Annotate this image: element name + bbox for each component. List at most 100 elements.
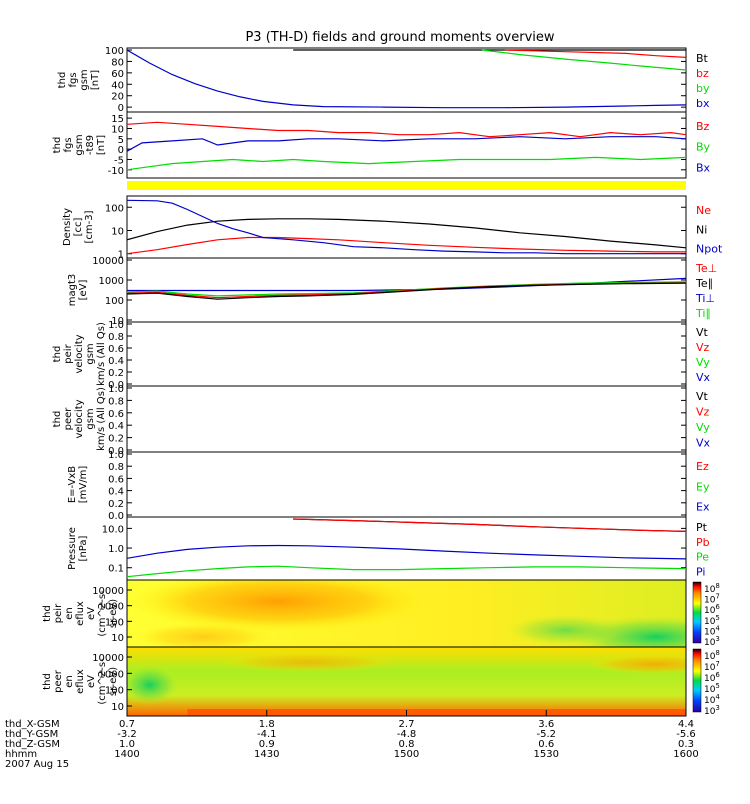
y-label-line: en [64,607,75,620]
y-tick-label: 1.0 [108,544,124,555]
series-line-Pb [293,518,686,532]
spectrogram-warm-band [218,652,399,673]
legend-Ni: Ni [696,223,707,236]
y-label-line: velocity [74,399,85,438]
spectrogram-cool-region [127,664,180,705]
y-tick-label: 1000 [99,276,124,287]
y-tick-label: -5 [114,155,124,166]
y-label-line: en [64,675,75,688]
legend-Vy: Vy [696,421,710,434]
colorbar-tick-label: 108 [704,582,720,595]
y-label-line: eV [86,607,97,620]
y-label-line: peir [63,343,74,363]
y-label-line: eflux [75,669,86,694]
panel-peir-velocity: 1.00.80.60.40.20.0 thd peir velocity gsm km/s… [52,320,711,391]
spectrogram-low-band [132,622,273,647]
spectrogram-cool-region2 [505,614,626,647]
legend-Pb: Pb [696,536,710,549]
colorbar-tick-label: 103 [704,635,720,648]
x-tick-label: 1600 [673,749,698,760]
x-tick-label: -5.2 [536,729,556,740]
x-tick-label: 1.8 [259,719,275,730]
y-label-line: [cm-3] [84,210,95,243]
x-tick-label: 1400 [114,749,139,760]
panel-density: 100 10 1 Density [cc] [cm-3] Ne Ni Npot [62,195,723,261]
y-label-line: km/s (All Qs) [96,387,107,451]
y-tick-label: 1 [118,250,124,261]
x-date-label: 2007 Aug 15 [5,759,69,770]
y-tick-label: 10000 [92,653,124,664]
series-line-bx [127,49,686,109]
y-label-line: gsm [85,408,96,429]
colorbar-tick-label: 108 [704,649,720,662]
x-tick-label: 1500 [394,749,419,760]
legend-Bz: Bz [696,120,710,133]
y-tick-label: 0.0 [108,511,124,522]
y-tick-label: 0.6 [108,344,124,355]
y-label-line: eflux [75,601,86,626]
y-tick-label: 10 [111,633,124,644]
x-tick-label: 0.8 [399,739,415,750]
legend-Ez: Ez [696,460,709,473]
x-tick-label: -4.8 [397,729,417,740]
legend-Bx: Bx [696,161,711,174]
panel-frame [126,516,687,581]
y-label-line: Density [62,208,73,246]
y-tick-label: 60 [111,69,124,80]
colorbar-tick-label: 104 [704,624,720,637]
y-tick-label: 20 [111,92,124,103]
y-tick-label: 0.4 [108,487,124,498]
y-label-line: fgs [63,137,74,152]
y-label-line: velocity [74,334,85,373]
y-label-line: (cm^2-s- [97,658,108,705]
y-tick-label: 15 [111,114,124,125]
colorbar-tick-label: 103 [704,704,720,717]
y-label-line: peer [53,669,64,693]
y-label-line: fgs [68,72,79,87]
y-label-line: [cc] [73,218,84,237]
legend-Ti⊥: Ti⊥ [695,292,715,305]
colorbar-tick-label: 107 [704,593,720,606]
legend-Vz: Vz [696,406,710,419]
colorbar-tick-label: 107 [704,660,720,673]
y-label-line: magt3 [67,274,78,307]
legend-bx: bx [696,97,710,110]
y-label-line: Pressure [67,527,78,570]
y-tick-label: 0.8 [108,332,124,343]
y-tick-label: 0.6 [108,474,124,485]
legend-Npot: Npot [696,243,723,256]
panel-efield: 1.00.80.6 0.40.20.0 E=-VxB [mV/m] Ez Ey Ex [67,450,710,522]
panel-frame [126,321,687,387]
y-label-line: peer [63,407,74,431]
series-line-Bz [127,121,686,138]
y-tick-label: 5 [118,135,124,146]
y-tick-label: 1000 [99,602,124,613]
panel-temperature: 10000 1000 100 10 magt3 [eV] Te⊥ Te∥ Ti⊥ Ti∥ [67,256,717,327]
series-line-Pe [127,565,686,578]
y-tick-label: 0.4 [108,356,124,367]
yellow-flag-strip [127,181,686,190]
y-label-line: E=-VxB [67,466,78,503]
spectrogram-warm-region [128,580,429,632]
spectrogram-bottom-band [187,709,686,716]
y-tick-label: 1.0 [108,384,124,395]
y-label-line: peir [53,603,64,623]
legend-Vt: Vt [696,326,709,339]
panel-frame [126,47,687,113]
series-line-Te∥ [127,282,686,300]
y-tick-label: 0 [118,145,124,156]
y-label-line: gsm [74,134,85,155]
y-label-line: km/s (All Qs) [96,322,107,386]
legend-Te∥: Te∥ [695,277,713,290]
x-row-label: thd_X-GSM [5,719,60,730]
legend-By: By [696,141,711,154]
legend-Vt: Vt [696,390,709,403]
x-tick-label: 3.6 [538,719,554,730]
y-label-line: sr-eV) [108,667,119,696]
legend-Vy: Vy [696,356,710,369]
